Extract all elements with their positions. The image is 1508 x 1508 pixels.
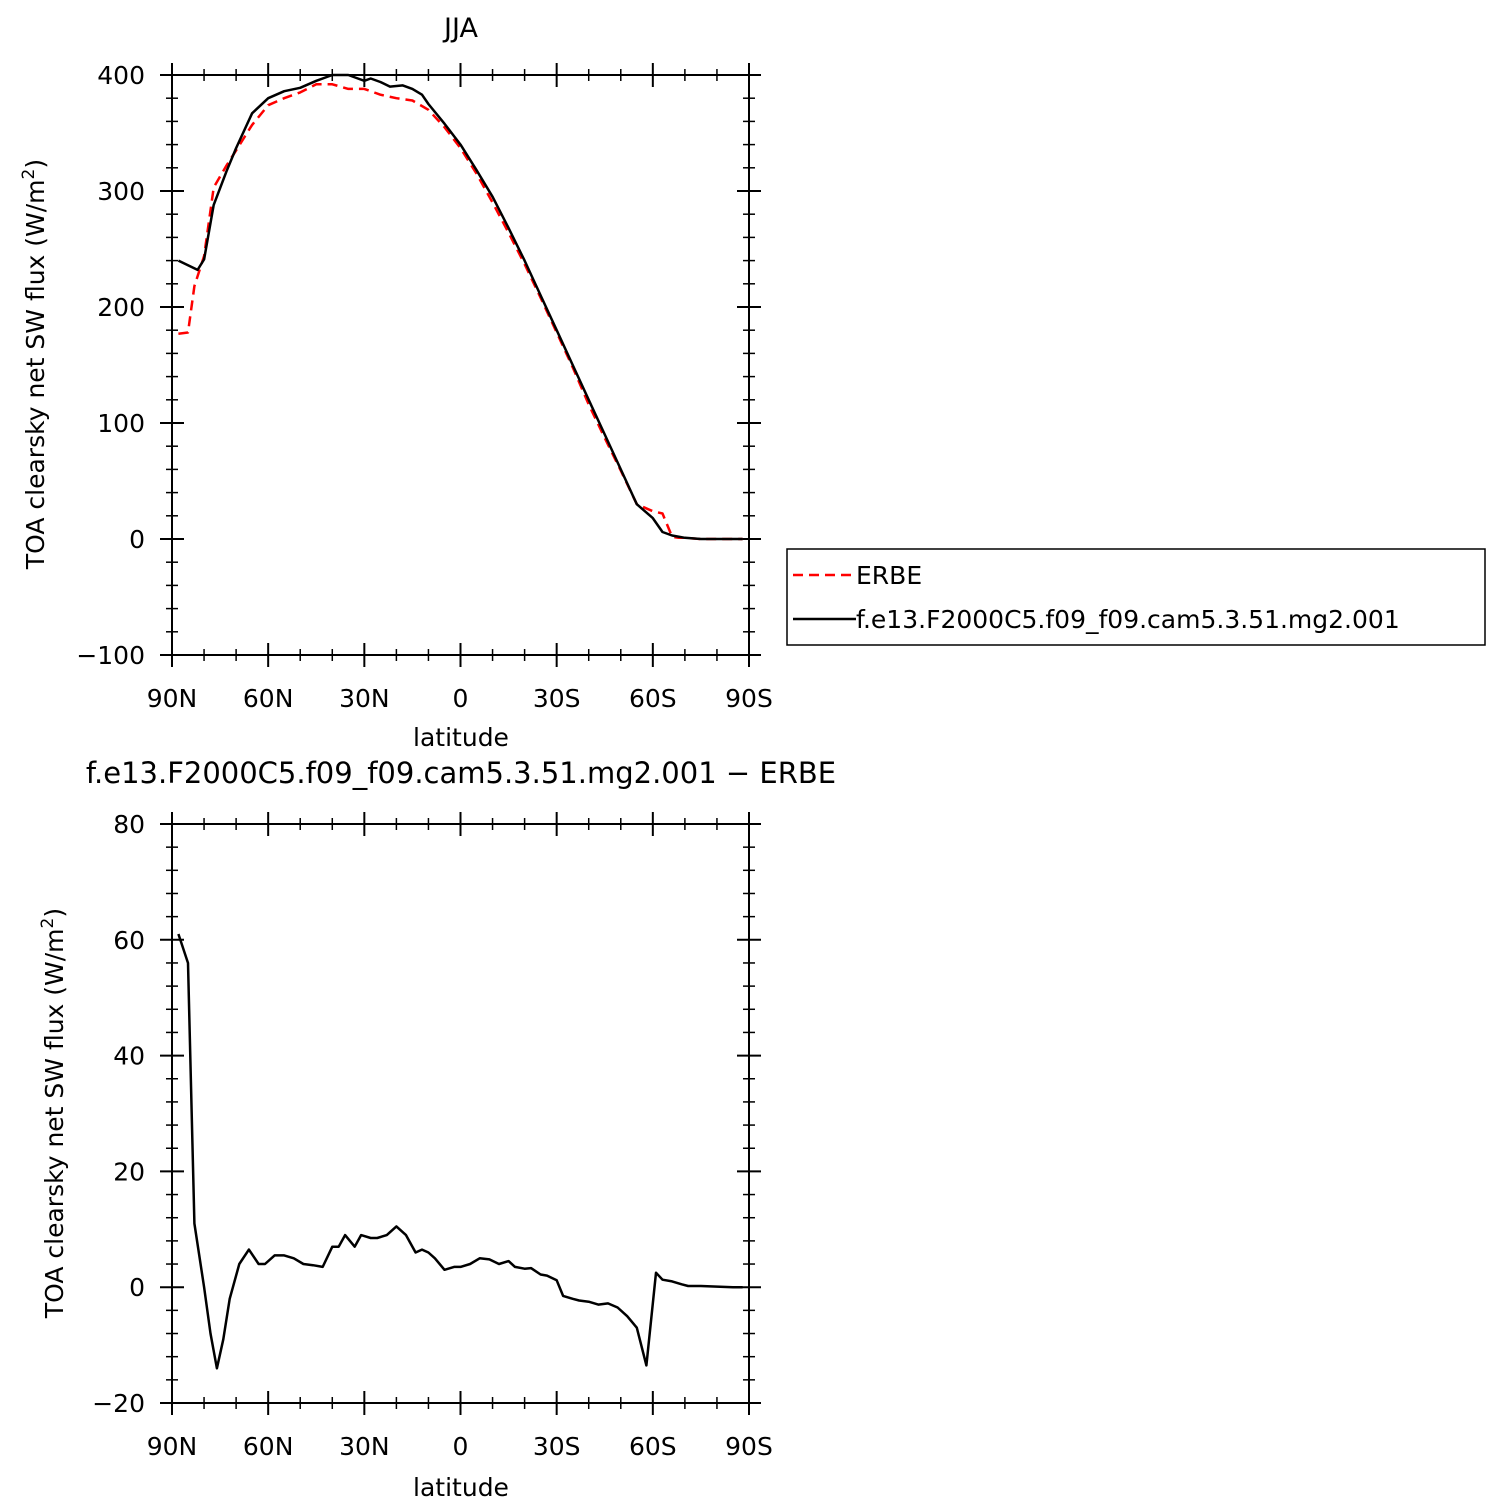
bottom-y-tick-label: 80	[113, 810, 145, 839]
top-y-tick-label: −100	[76, 641, 145, 670]
top-series-line-0	[178, 83, 743, 541]
bottom-y-tick-label: 0	[129, 1273, 145, 1302]
top-x-tick-label: 90N	[147, 684, 198, 713]
top-x-tick-label: 60N	[243, 684, 294, 713]
top-chart-ticks: 90N 60N 30N 0 30S 60S 90S −100 0 100 200 300 400	[76, 61, 773, 713]
bottom-x-tick-label: 0	[453, 1432, 469, 1461]
top-chart-x-axis-label: latitude	[413, 723, 509, 752]
top-x-tick-label: 30N	[339, 684, 390, 713]
legend-label-model: f.e13.F2000C5.f09_f09.cam5.3.51.mg2.001	[856, 605, 1400, 634]
top-y-tick-label: 100	[97, 409, 145, 438]
bottom-y-tick-label: −20	[92, 1389, 145, 1418]
bottom-chart-panel: f.e13.F2000C5.f09_f09.cam5.3.51.mg2.001 …	[38, 756, 836, 1502]
top-y-tick-label: 0	[129, 525, 145, 554]
legend-box	[786, 548, 1486, 646]
top-chart-y-axis-label: TOA clearsky net SW flux (W/m2)	[19, 159, 50, 570]
bottom-chart-plot-frame	[171, 823, 750, 1404]
bottom-x-tick-label: 30N	[339, 1432, 390, 1461]
bottom-chart-ticks: 90N 60N 30N 0 30S 60S 90S −20 0 20 40 60 80	[92, 810, 773, 1461]
top-chart-title: JJA	[442, 13, 478, 44]
bottom-x-tick-label: 60S	[629, 1432, 677, 1461]
bottom-x-tick-label: 30S	[533, 1432, 581, 1461]
top-y-tick-label: 300	[97, 177, 145, 206]
top-x-tick-label: 0	[453, 684, 469, 713]
bottom-x-tick-label: 90S	[725, 1432, 773, 1461]
legend-label-erbe: ERBE	[856, 561, 922, 590]
bottom-chart-y-axis-label: TOA clearsky net SW flux (W/m2)	[38, 908, 69, 1319]
legend: ERBE f.e13.F2000C5.f09_f09.cam5.3.51.mg2…	[786, 548, 1486, 646]
bottom-chart-title: f.e13.F2000C5.f09_f09.cam5.3.51.mg2.001 …	[86, 756, 836, 790]
top-x-tick-label: 60S	[629, 684, 677, 713]
bottom-chart-x-axis-label: latitude	[413, 1473, 509, 1502]
top-x-tick-label: 30S	[533, 684, 581, 713]
bottom-y-tick-label: 20	[113, 1157, 145, 1186]
top-chart-panel: JJA latitude TOA clearsky net SW flux (W…	[19, 13, 773, 752]
top-chart-series	[177, 73, 743, 541]
bottom-y-tick-label: 40	[113, 1042, 145, 1071]
bottom-series-line-0	[177, 933, 743, 1370]
bottom-x-tick-label: 60N	[243, 1432, 294, 1461]
top-chart-plot-frame	[171, 74, 750, 656]
top-x-tick-label: 90S	[725, 684, 773, 713]
bottom-chart-series	[177, 933, 743, 1370]
top-y-tick-label: 200	[97, 293, 145, 322]
top-y-tick-label: 400	[97, 61, 145, 90]
bottom-x-tick-label: 90N	[147, 1432, 198, 1461]
top-series-line-1	[177, 73, 743, 541]
bottom-y-tick-label: 60	[113, 926, 145, 955]
